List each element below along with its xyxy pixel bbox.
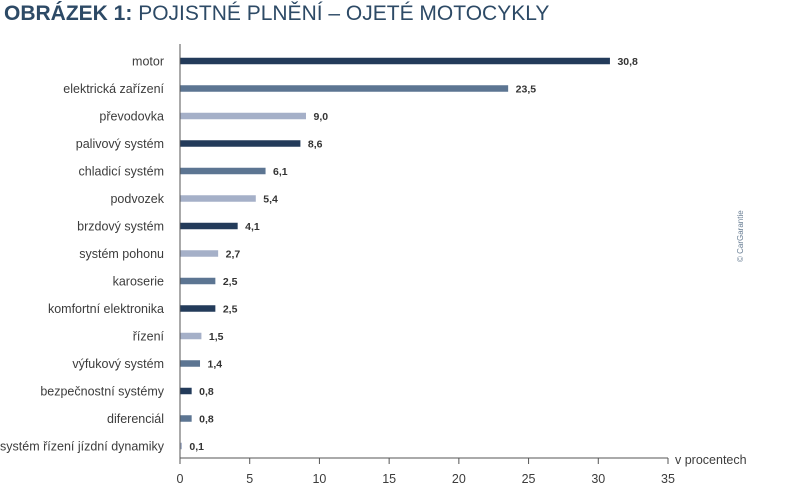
data-label: 0,8 <box>199 414 214 426</box>
data-label: 1,4 <box>208 359 223 371</box>
x-tick-label: 30 <box>591 472 605 486</box>
data-label: 5,4 <box>263 194 278 206</box>
category-label: bezpečnostní systémy <box>40 385 164 399</box>
data-label: 8,6 <box>308 139 323 151</box>
x-tick-label: 20 <box>452 472 466 486</box>
bar <box>180 167 266 175</box>
category-label: podvozek <box>110 192 164 206</box>
category-label: řízení <box>133 330 165 344</box>
category-label: brzdový systém <box>77 220 164 234</box>
category-label: chladicí systém <box>79 165 164 179</box>
category-label: komfortní elektronika <box>48 302 164 316</box>
data-label: 1,5 <box>209 331 224 343</box>
bar <box>180 112 306 120</box>
data-label: 0,1 <box>189 441 204 453</box>
category-label: převodovka <box>99 110 164 124</box>
x-tick-label: 25 <box>522 472 536 486</box>
chart-title-number: OBRÁZEK 1: <box>4 2 133 25</box>
x-tick-label: 10 <box>312 472 326 486</box>
category-label: elektrická zařízení <box>63 82 164 96</box>
category-label: karoserie <box>113 275 164 289</box>
bar <box>180 222 238 230</box>
bar <box>180 57 610 65</box>
x-tick-label: 5 <box>246 472 253 486</box>
category-label: výfukový systém <box>72 357 164 371</box>
bar <box>180 195 256 202</box>
data-label: 6,1 <box>273 166 288 178</box>
data-label: 2,7 <box>226 249 241 261</box>
x-tick-label: 0 <box>177 472 184 486</box>
data-label: 2,5 <box>223 304 238 316</box>
category-label: systém řízení jízdní dynamiky <box>0 440 165 454</box>
category-label: motor <box>132 55 164 69</box>
category-label: palivový systém <box>76 137 164 151</box>
x-axis-label: v procentech <box>675 453 747 467</box>
bar <box>180 85 509 92</box>
bar <box>180 415 192 422</box>
chart-title: OBRÁZEK 1: POJISTNÉ PLNĚNÍ – OJETÉ MOTOC… <box>4 2 549 26</box>
bar <box>180 387 192 395</box>
x-tick-label: 35 <box>661 472 675 486</box>
bar <box>180 277 216 285</box>
data-label: 2,5 <box>223 276 238 288</box>
bar <box>180 360 201 367</box>
copyright-note: © CarGarantie <box>736 210 745 262</box>
data-label: 4,1 <box>245 221 260 233</box>
bar <box>180 250 219 257</box>
category-label: systém pohonu <box>79 247 164 261</box>
bar <box>180 305 216 312</box>
bar <box>180 140 301 147</box>
data-label: 0,8 <box>199 386 214 398</box>
category-label: diferenciál <box>107 412 164 426</box>
x-tick-label: 15 <box>382 472 396 486</box>
data-label: 30,8 <box>617 56 638 68</box>
data-label: 23,5 <box>516 84 537 96</box>
chart-title-text: POJISTNÉ PLNĚNÍ – OJETÉ MOTOCYKLY <box>138 2 550 25</box>
data-label: 9,0 <box>313 111 328 123</box>
bar <box>180 442 182 450</box>
bar <box>180 332 202 340</box>
